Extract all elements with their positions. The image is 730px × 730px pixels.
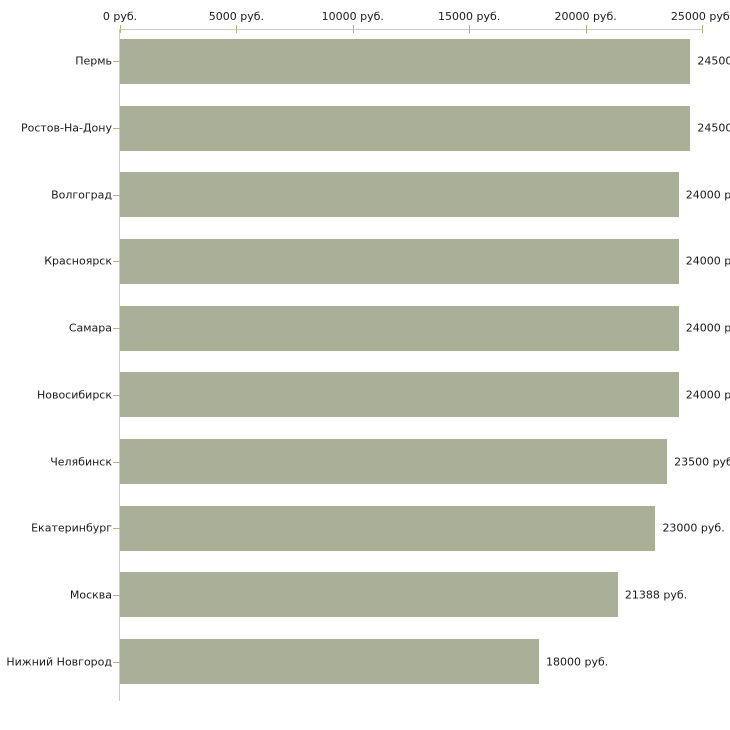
value-label: 24000 руб. [685, 321, 730, 335]
bar-2 [120, 105, 691, 151]
x-axis-tick-label: 25000 руб. [670, 10, 730, 23]
x-axis-tick-label: 5000 руб. [208, 10, 265, 23]
bar-1 [120, 38, 691, 84]
value-label: 21388 руб. [624, 588, 688, 602]
value-label: 24000 руб. [685, 188, 730, 202]
category-label: Волгоград [51, 188, 112, 202]
bar-6 [120, 372, 679, 418]
x-axis-tick-label: 10000 руб. [321, 10, 384, 23]
bar-9 [120, 572, 618, 618]
y-axis-tick [113, 528, 120, 530]
y-axis-tick [113, 328, 120, 330]
bar-7 [120, 439, 668, 485]
y-axis-tick [113, 594, 120, 596]
y-axis-tick [113, 61, 120, 63]
value-label: 23500 руб. [674, 455, 730, 469]
x-axis-tick [352, 25, 354, 33]
category-label: Пермь [75, 54, 112, 68]
x-axis-tick [702, 25, 703, 33]
x-axis-tick [236, 25, 238, 33]
x-axis-tick-label: 15000 руб. [438, 10, 501, 23]
x-axis-tick [469, 25, 471, 33]
bar-4 [120, 238, 679, 284]
value-label: 24500 руб. [697, 121, 730, 135]
bar-8 [120, 505, 656, 551]
x-axis-tick [120, 25, 121, 33]
value-label: 23000 руб. [662, 521, 725, 535]
y-axis-tick [113, 394, 120, 396]
value-label: 24000 руб. [685, 254, 730, 268]
x-axis-tick-label: 20000 руб. [554, 10, 617, 23]
y-axis-tick [113, 128, 120, 130]
category-label: Ростов-На-Дону [20, 121, 112, 135]
category-label: Самара [68, 321, 112, 335]
value-label: 24000 руб. [685, 388, 730, 402]
value-label: 24500 руб. [697, 54, 730, 68]
category-label: Москва [69, 588, 112, 602]
bar-5 [120, 305, 679, 351]
category-label: Челябинск [50, 455, 112, 469]
category-label: Екатеринбург [31, 521, 112, 535]
y-axis-tick [113, 461, 120, 463]
y-axis-line [119, 29, 120, 701]
value-label: 18000 руб. [546, 655, 609, 669]
y-axis-tick [113, 261, 120, 263]
y-axis-tick [113, 194, 120, 196]
category-label: Нижний Новгород [6, 655, 112, 669]
bar-3 [120, 172, 679, 218]
y-axis-tick [113, 661, 120, 663]
bar-10 [120, 639, 540, 685]
category-label: Красноярск [44, 254, 112, 268]
x-axis-tick [585, 25, 587, 33]
category-label: Новосибирск [36, 388, 112, 402]
x-axis-line [120, 29, 702, 30]
x-axis-tick-label: 0 руб. [102, 10, 138, 23]
